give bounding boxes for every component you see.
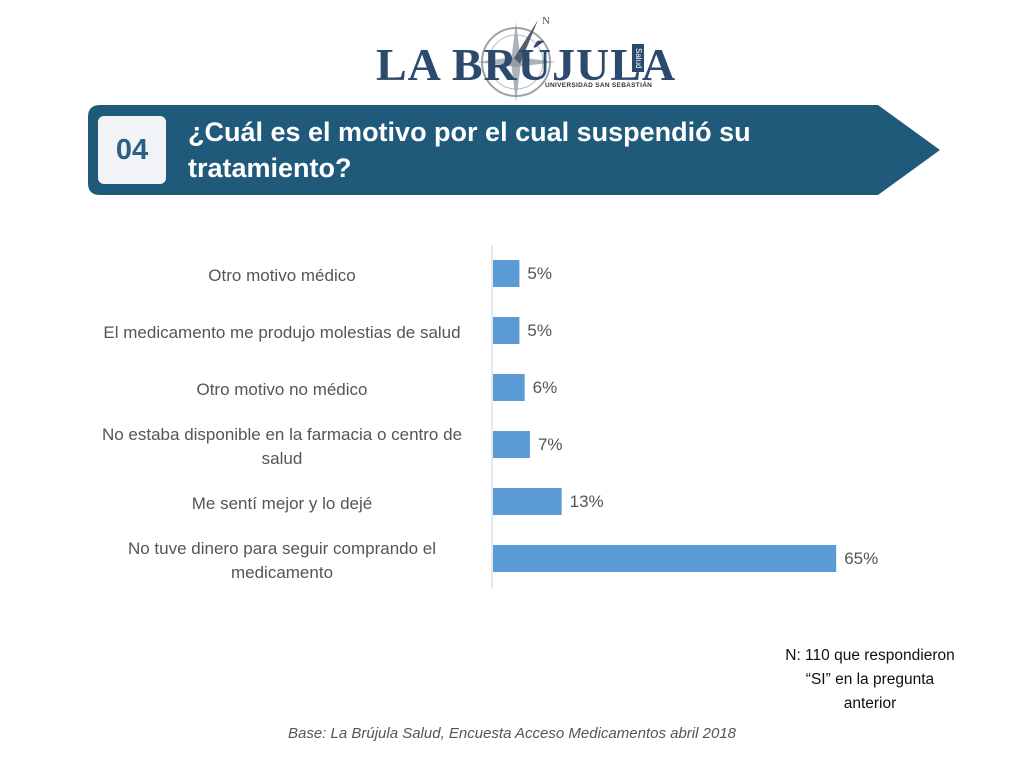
- category-label: No tuve dinero para seguir comprando el …: [127, 538, 437, 582]
- category-label: Otro motivo médico: [208, 265, 356, 285]
- compass-icon: N: [476, 15, 556, 102]
- sample-note: N: 110 que respondieron “SI” en la pregu…: [785, 647, 955, 712]
- category-label: Me sentí mejor y lo dejé: [191, 493, 373, 513]
- bar: [493, 317, 520, 344]
- data-label: 5%: [527, 320, 552, 340]
- question-title: ¿Cuál es el motivo por el cual suspendió…: [188, 117, 751, 183]
- category-label: No estaba disponible en la farmacia o ce…: [101, 424, 463, 468]
- question-banner: [88, 105, 940, 195]
- bar: [493, 260, 520, 287]
- question-number: 04: [98, 116, 166, 184]
- data-label: 6%: [532, 377, 558, 397]
- category-label: Otro motivo no médico: [196, 379, 368, 399]
- bar: [493, 488, 562, 515]
- data-label: 7%: [537, 434, 563, 454]
- data-label: 65%: [844, 548, 879, 568]
- bar: [493, 374, 525, 401]
- banner-shape: [88, 105, 940, 195]
- data-label: 5%: [527, 263, 552, 283]
- brand-side-tag: Salud: [632, 44, 644, 72]
- category-label: El medicamento me produjo molestias de s…: [103, 322, 461, 342]
- brand-logo: N LA BRÚJULA Salud UNIVERSIDAD SAN SEBAS…: [370, 12, 675, 102]
- bar: [493, 545, 837, 572]
- source-footnote: Base: La Brújula Salud, Encuesta Acceso …: [287, 725, 737, 742]
- brand-name: LA BRÚJULA: [376, 39, 677, 90]
- data-label: 13%: [569, 491, 604, 511]
- bar-chart: [491, 245, 837, 588]
- bar: [493, 431, 530, 458]
- compass-letter: N: [542, 15, 550, 27]
- brand-subtitle: UNIVERSIDAD SAN SEBASTIÁN: [545, 82, 653, 89]
